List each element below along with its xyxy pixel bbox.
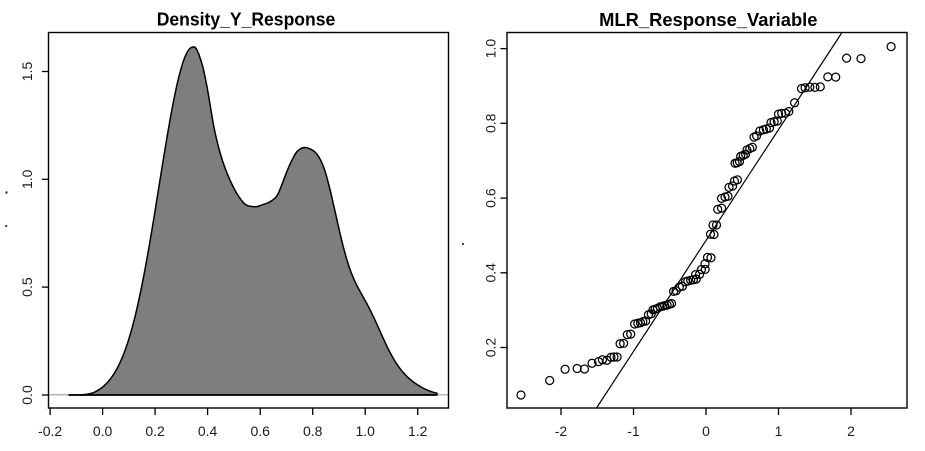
svg-text:1.5: 1.5 bbox=[19, 62, 35, 82]
svg-text:2: 2 bbox=[847, 423, 855, 439]
svg-text:0.4: 0.4 bbox=[198, 423, 218, 439]
svg-text:-0.2: -0.2 bbox=[38, 423, 62, 439]
svg-text:0.5: 0.5 bbox=[19, 277, 35, 297]
svg-text:0.6: 0.6 bbox=[483, 188, 499, 208]
svg-text:0.8: 0.8 bbox=[483, 113, 499, 133]
svg-text:0.0: 0.0 bbox=[93, 423, 113, 439]
svg-text:0.2: 0.2 bbox=[145, 423, 165, 439]
svg-text:0: 0 bbox=[702, 423, 710, 439]
svg-text:0.8: 0.8 bbox=[303, 423, 323, 439]
svg-text:0.2: 0.2 bbox=[483, 338, 499, 358]
svg-text:0.4: 0.4 bbox=[483, 263, 499, 283]
svg-text:1.0: 1.0 bbox=[483, 39, 499, 59]
svg-text:-1: -1 bbox=[627, 423, 640, 439]
svg-text:Density_Y_Response: Density_Y_Response bbox=[157, 10, 336, 30]
svg-text:1.0: 1.0 bbox=[355, 423, 375, 439]
svg-text:0.0: 0.0 bbox=[19, 385, 35, 405]
svg-text:1.0: 1.0 bbox=[19, 169, 35, 189]
svg-text:0.6: 0.6 bbox=[250, 423, 270, 439]
svg-text:1: 1 bbox=[775, 423, 783, 439]
svg-text:-2: -2 bbox=[555, 423, 568, 439]
svg-text:MLR_Response_Variable: MLR_Response_Variable bbox=[599, 10, 817, 30]
svg-text:1.2: 1.2 bbox=[408, 423, 428, 439]
